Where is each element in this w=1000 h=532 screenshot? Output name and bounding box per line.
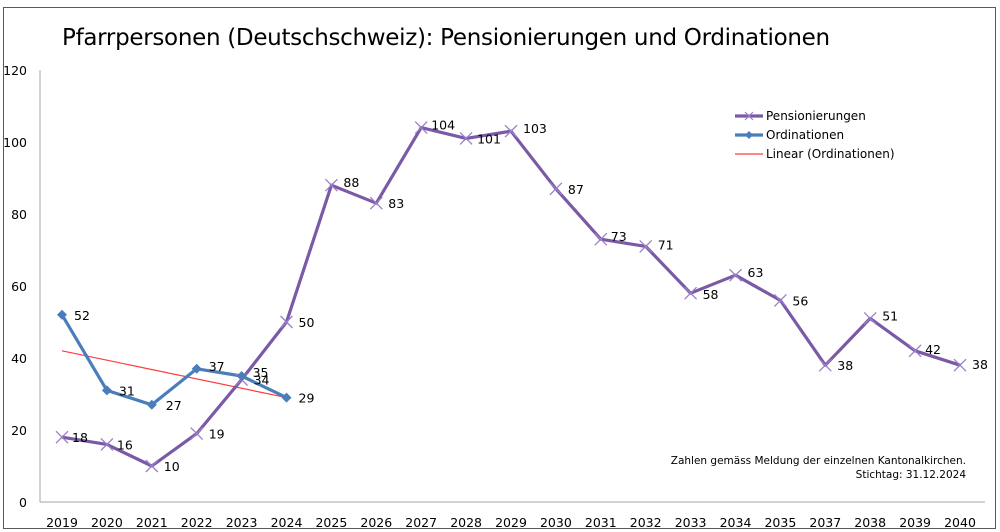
pensionierungen-data-label: 38 [972,357,988,372]
y-tick-label: 120 [3,63,27,78]
pensionierungen-marker [459,131,473,145]
pensionierungen-data-label: 51 [882,308,898,323]
source-note-line-1: Zahlen gemäss Meldung der einzelnen Kant… [670,455,966,467]
y-tick-label: 0 [19,495,27,510]
pensionierungen-data-label: 104 [431,118,455,133]
x-tick-label: 2035 [764,515,796,530]
ordinationen-data-label: 29 [299,391,315,406]
pensionierungen-data-label: 58 [703,287,719,302]
legend-ordinationen-marker [745,131,753,139]
pensionierungen-data-label: 10 [164,459,180,474]
pensionierungen-marker [55,430,69,444]
chart-title: Pfarrpersonen (Deutschschweiz): Pensioni… [62,25,830,51]
pensionierungen-data-label: 101 [477,131,501,146]
x-tick-label: 2039 [899,515,931,530]
pensionierungen-marker [863,311,877,325]
chart-area[interactable] [3,7,996,529]
pensionierungen-data-label: 103 [523,121,547,136]
pensionierungen-data-label: 71 [658,237,674,252]
pensionierungen-marker [504,124,518,138]
y-tick-label: 80 [11,207,27,222]
x-tick-label: 2022 [181,515,213,530]
ordinationen-marker [191,363,202,374]
trendline-ordinationen [61,350,287,399]
ordinationen-data-label: 31 [119,383,135,398]
x-tick-label: 2021 [136,515,168,530]
series-line-ordinationen [60,313,288,407]
x-tick-label: 2038 [854,515,886,530]
pensionierungen-marker [549,182,563,196]
x-tick-label: 2029 [495,515,527,530]
pensionierungen-data-label: 38 [837,358,853,373]
pensionierungen-marker [100,437,114,451]
pensionierungen-marker [145,459,159,473]
pensionierungen-marker [594,232,608,246]
pensionierungen-data-label: 83 [388,196,404,211]
ordinationen-data-label: 35 [253,365,269,380]
x-tick-label: 2037 [809,515,841,530]
ordinationen-marker [236,371,247,381]
pensionierungen-marker [684,286,698,300]
pensionierungen-data-label: 19 [209,427,225,442]
x-tick-label: 2025 [315,515,347,530]
source-note-line-2: Stichtag: 31.12.2024 [855,469,966,481]
legend-pensionierungen-marker [744,111,754,121]
x-tick-label: 2023 [226,515,258,530]
pensionierungen-marker [773,293,787,307]
pensionierungen-data-label: 56 [792,293,808,308]
x-tick-label: 2033 [675,515,707,530]
pensionierungen-marker [414,121,428,135]
y-tick-label: 20 [11,423,27,438]
x-tick-label: 2019 [46,515,78,530]
x-tick-label: 2031 [585,515,617,530]
source-note: Zahlen gemäss Meldung der einzelnen Kant… [671,454,966,482]
y-tick-label: 60 [11,279,27,294]
x-tick-label: 2026 [360,515,392,530]
pensionierungen-marker [639,239,653,253]
pensionierungen-marker [190,427,204,441]
pensionierungen-marker [908,344,922,358]
pensionierungen-marker [280,315,293,329]
ordinationen-marker [57,309,67,320]
pensionierungen-marker [729,268,742,282]
pensionierungen-data-label: 16 [117,437,133,452]
x-tick-label: 2032 [630,515,662,530]
y-tick-label: 40 [11,351,27,366]
pensionierungen-data-label: 34 [254,373,270,388]
ordinationen-marker [281,392,292,403]
pensionierungen-data-label: 63 [748,265,764,280]
legend-pensionierungen-label: Pensionierungen [766,109,866,123]
pensionierungen-data-label: 18 [72,430,88,445]
y-tick-label: 100 [3,135,27,150]
ordinationen-marker [101,385,112,396]
legend-linear-ordinationen-label: Linear (Ordinationen) [766,147,895,161]
legend-ordinationen-label: Ordinationen [766,128,844,142]
pensionierungen-data-label: 42 [925,342,941,357]
ordinationen-data-label: 52 [74,308,90,323]
x-tick-label: 2024 [271,515,303,530]
pensionierungen-marker [369,196,383,210]
pensionierungen-marker [953,358,967,372]
ordinationen-marker [146,399,157,410]
x-tick-label: 2034 [720,515,752,530]
x-tick-label: 2027 [405,515,437,530]
pensionierungen-marker [818,358,832,372]
pensionierungen-marker [324,178,338,192]
pensionierungen-data-label: 88 [343,175,359,190]
ordinationen-data-label: 37 [209,359,225,374]
x-tick-label: 2030 [540,515,572,530]
series-line-pensionierungen [61,125,961,468]
pensionierungen-data-label: 50 [299,315,315,330]
pensionierungen-data-label: 87 [568,182,584,197]
pensionierungen-data-label: 73 [611,229,627,244]
x-tick-label: 2028 [450,515,482,530]
x-tick-label: 2020 [91,515,123,530]
ordinationen-data-label: 27 [166,398,182,413]
x-tick-label: 2040 [944,515,976,530]
